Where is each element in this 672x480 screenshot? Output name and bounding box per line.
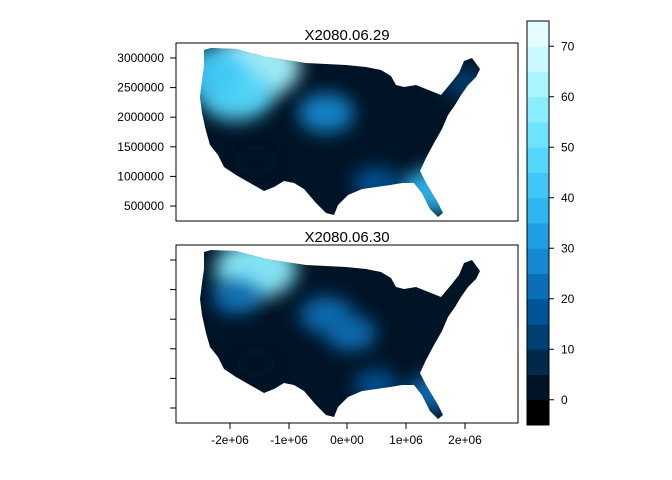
colorbar-swatch: [527, 374, 549, 401]
hotspot-gulf-coast: [354, 369, 398, 401]
hotspot-new-england: [443, 68, 480, 98]
colorbar-swatch: [527, 298, 549, 325]
y-tick-label: 3000000: [117, 51, 164, 65]
colorbar-tick-label: 40: [561, 191, 575, 205]
usa-map-bottom: [200, 250, 480, 419]
hotspot-southwest: [240, 351, 272, 375]
hotspot-great-basin-north: [212, 280, 260, 314]
colorbar-swatch: [527, 197, 549, 224]
colorbar-swatch: [527, 399, 549, 426]
colorbar-swatch: [527, 147, 549, 173]
colorbar: 0 10 20 30 40 50 60 70: [526, 20, 575, 426]
hotspot-florida: [399, 168, 463, 214]
x-tick-label: 1e+06: [389, 433, 423, 447]
y-tick-label: 500000: [124, 199, 164, 213]
y-tick-label: 1500000: [117, 140, 164, 154]
colorbar-swatch: [527, 46, 549, 72]
colorbar-swatch: [527, 248, 549, 274]
panel-top: X2080.06.29 500000 1000000 1500000 2000000 2…: [117, 27, 519, 222]
colorbar-frame: [526, 20, 550, 426]
colorbar-tick-label: 10: [561, 342, 575, 356]
colorbar-swatch: [527, 21, 549, 47]
x-tick-label: 2e+06: [448, 433, 482, 447]
colorbar-tick-label: 30: [561, 241, 575, 255]
panel-bottom-title: X2080.06.30: [304, 229, 389, 246]
y-axis-top: 500000 1000000 1500000 2000000 2500000 300000…: [117, 51, 176, 213]
x-tick-label: 0e+00: [330, 433, 364, 447]
hotspot-southwest: [240, 149, 272, 173]
usa-map-top: [200, 48, 480, 217]
panel-top-title: X2080.06.29: [304, 27, 389, 44]
panel-top-frame: [175, 42, 519, 222]
y-tick-label: 2000000: [117, 110, 164, 124]
colorbar-swatch: [527, 324, 549, 350]
panel-bottom: X2080.06.30: [170, 229, 519, 424]
colorbar-swatch: [527, 273, 549, 300]
x-tick-label: -1e+06: [270, 433, 308, 447]
colorbar-tick-label: 20: [561, 292, 575, 306]
colorbar-swatch: [527, 96, 549, 123]
colorbar-swatch: [527, 122, 549, 148]
y-tick-label: 2500000: [117, 81, 164, 95]
colorbar-tick-label: 50: [561, 140, 575, 154]
hotspot-gulf-coast: [353, 166, 399, 200]
x-tick-label: -2e+06: [211, 433, 249, 447]
y-tick-label: 1000000: [117, 169, 164, 183]
hotspot-mississippi-valley: [326, 315, 376, 351]
colorbar-tick-label: 0: [561, 393, 568, 407]
colorbar-swatch: [527, 223, 549, 249]
hotspot-central-plains: [298, 93, 354, 133]
hotspot-pacific-northwest: [200, 49, 246, 97]
colorbar-swatch: [527, 349, 549, 375]
colorbar-swatch: [527, 71, 549, 98]
y-axis-bottom: [170, 259, 176, 409]
colorbar-tick-label: 70: [561, 39, 575, 53]
hotspot-florida: [406, 375, 456, 411]
colorbar-tick-label: 60: [561, 90, 575, 104]
x-axis: -2e+06 -1e+06 0e+00 1e+06 2e+06: [211, 423, 482, 447]
colorbar-swatch: [527, 172, 549, 199]
